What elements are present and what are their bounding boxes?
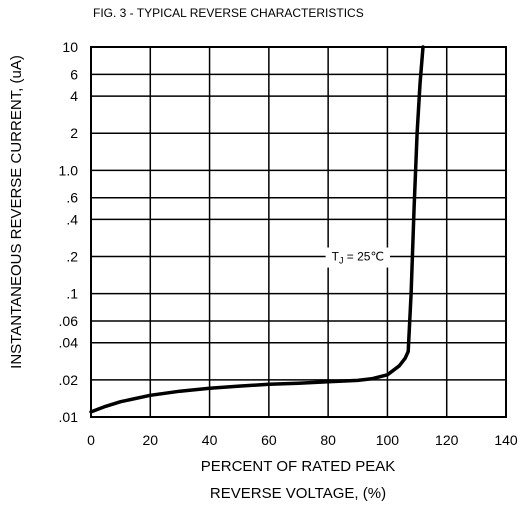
horizontal-gridlines [91, 46, 506, 418]
annotation-t: T [332, 250, 340, 264]
x-tick-label-100: 100 [376, 432, 400, 448]
x-tick-label-20: 20 [142, 432, 158, 448]
y-tick-labels: .01 .02 .04 .06 .1 .2 .4 .6 1.0 2 4 6 10 [59, 39, 79, 425]
y-tick-label-0.04: .04 [59, 335, 79, 351]
y-tick-label-0.1: .1 [66, 286, 78, 302]
y-tick-label-0.4: .4 [66, 211, 78, 227]
x-axis-label-line2: REVERSE VOLTAGE, (%) [210, 485, 386, 502]
y-tick-label-0.02: .02 [59, 372, 79, 388]
vertical-gridlines [90, 47, 507, 417]
temperature-annotation: TJ = 25℃ [325, 247, 390, 268]
x-tick-label-40: 40 [202, 432, 218, 448]
reverse-current-curve [89, 45, 425, 414]
y-tick-label-0.2: .2 [66, 249, 78, 265]
y-tick-label-0.6: .6 [66, 190, 78, 206]
x-tick-label-0: 0 [87, 432, 95, 448]
annotation-background [325, 247, 390, 268]
x-tick-label-80: 80 [320, 432, 336, 448]
y-tick-label-0.01: .01 [59, 409, 79, 425]
x-tick-label-60: 60 [261, 432, 277, 448]
annotation-value: = 25℃ [343, 250, 384, 264]
y-tick-label-1: 1.0 [59, 162, 79, 178]
y-tick-label-0.06: .06 [59, 313, 79, 329]
plot-frame [90, 46, 507, 418]
x-tick-label-140: 140 [494, 432, 518, 448]
y-tick-label-2: 2 [70, 125, 78, 141]
annotation-subscript: J [339, 256, 344, 266]
x-tick-label-120: 120 [435, 432, 459, 448]
y-tick-label-4: 4 [70, 88, 78, 104]
y-tick-label-10: 10 [62, 39, 78, 55]
y-tick-label-6: 6 [70, 66, 78, 82]
annotation-label: TJ = 25℃ [332, 250, 384, 266]
y-axis-label: INSTANTANEOUS REVERSE CURRENT, (uA) [8, 55, 25, 369]
chart-title: FIG. 3 - TYPICAL REVERSE CHARACTERISTICS [93, 6, 364, 20]
x-tick-labels: 0 20 40 60 80 100 120 140 [87, 432, 518, 448]
x-axis-label-line1: PERCENT OF RATED PEAK [201, 458, 395, 475]
